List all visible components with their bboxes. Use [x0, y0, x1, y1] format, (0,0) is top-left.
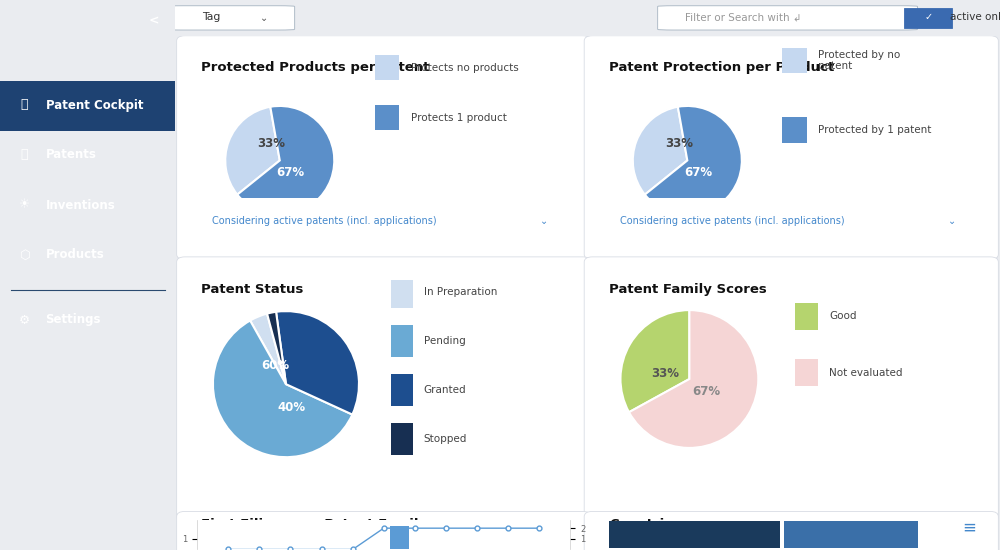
Text: ⬡: ⬡ [19, 249, 30, 261]
Text: ⌄: ⌄ [948, 216, 956, 226]
Text: Patent Protection per Product: Patent Protection per Product [609, 62, 834, 74]
Text: Settings: Settings [46, 314, 101, 327]
Text: Patent Cockpit: Patent Cockpit [46, 98, 143, 112]
FancyBboxPatch shape [179, 195, 589, 246]
Text: Granted: Granted [424, 385, 466, 395]
Text: Protects no products: Protects no products [411, 63, 518, 73]
Bar [795, 302, 818, 330]
Bar [390, 526, 409, 549]
Bar [375, 56, 399, 80]
Text: ⦾: ⦾ [21, 148, 28, 162]
FancyBboxPatch shape [584, 257, 998, 522]
Bar [782, 48, 807, 74]
Bar [784, 520, 918, 548]
Text: Protected by 1 patent: Protected by 1 patent [818, 125, 932, 135]
Text: Considering active patents (incl. applications): Considering active patents (incl. applic… [212, 216, 437, 226]
Text: ☀: ☀ [19, 199, 30, 212]
FancyBboxPatch shape [0, 81, 175, 131]
Text: <: < [149, 14, 159, 28]
FancyBboxPatch shape [584, 512, 998, 550]
FancyBboxPatch shape [177, 36, 591, 260]
Text: Protected Products per Patent: Protected Products per Patent [201, 62, 430, 74]
Text: 33%: 33% [665, 136, 693, 150]
Wedge shape [629, 310, 758, 448]
Text: ⦿: ⦿ [21, 98, 28, 112]
Bar [375, 105, 399, 130]
Text: 67%: 67% [684, 166, 712, 179]
Text: Not evaluated: Not evaluated [829, 368, 903, 378]
Text: Inventions: Inventions [46, 199, 115, 212]
Wedge shape [237, 106, 334, 215]
Text: In Preparation: In Preparation [424, 287, 497, 297]
Text: Patents: Patents [46, 148, 96, 162]
Text: ⚙: ⚙ [19, 314, 30, 327]
Text: Stopped: Stopped [424, 434, 467, 444]
Bar [391, 326, 413, 357]
Text: ⌄: ⌄ [540, 216, 548, 226]
FancyBboxPatch shape [904, 8, 952, 28]
Text: Good: Good [829, 311, 857, 321]
FancyBboxPatch shape [177, 512, 591, 550]
Bar [391, 277, 413, 308]
FancyBboxPatch shape [177, 257, 591, 522]
Wedge shape [620, 310, 689, 412]
FancyBboxPatch shape [584, 36, 998, 260]
Text: 40%: 40% [278, 401, 306, 414]
Bar [391, 375, 413, 406]
Text: Pending: Pending [424, 336, 466, 346]
Text: 33%: 33% [651, 367, 679, 380]
Text: Protects 1 product: Protects 1 product [411, 113, 507, 123]
FancyBboxPatch shape [586, 195, 996, 246]
FancyBboxPatch shape [167, 6, 295, 30]
Wedge shape [633, 107, 687, 195]
Bar [609, 520, 780, 548]
Text: Protected by no
patent: Protected by no patent [818, 50, 901, 72]
Text: 60%: 60% [261, 359, 289, 372]
Text: 67%: 67% [693, 385, 721, 398]
Text: Products: Products [46, 249, 104, 261]
Text: Patent Status: Patent Status [201, 283, 304, 295]
Text: Patent Family Scores: Patent Family Scores [609, 283, 767, 295]
Wedge shape [225, 107, 280, 195]
Text: ✓: ✓ [924, 12, 932, 22]
Bar [782, 117, 807, 142]
Text: ≡: ≡ [963, 518, 976, 536]
Text: 33%: 33% [258, 136, 286, 150]
Text: Countries: Countries [609, 518, 681, 531]
Wedge shape [250, 314, 286, 384]
Wedge shape [276, 311, 359, 415]
Wedge shape [645, 106, 742, 215]
Text: Tag: Tag [202, 12, 221, 22]
Text: 67%: 67% [277, 166, 305, 179]
Wedge shape [267, 312, 286, 384]
Text: active only: active only [950, 12, 1000, 22]
Text: Filter or Search with ↲: Filter or Search with ↲ [685, 12, 801, 22]
Bar [795, 359, 818, 387]
FancyBboxPatch shape [658, 6, 917, 30]
Wedge shape [213, 321, 352, 457]
Bar [391, 424, 413, 455]
Text: ⌄: ⌄ [260, 13, 268, 23]
Text: First Filings per Patent Family: First Filings per Patent Family [201, 518, 428, 531]
Text: Considering active patents (incl. applications): Considering active patents (incl. applic… [620, 216, 844, 226]
